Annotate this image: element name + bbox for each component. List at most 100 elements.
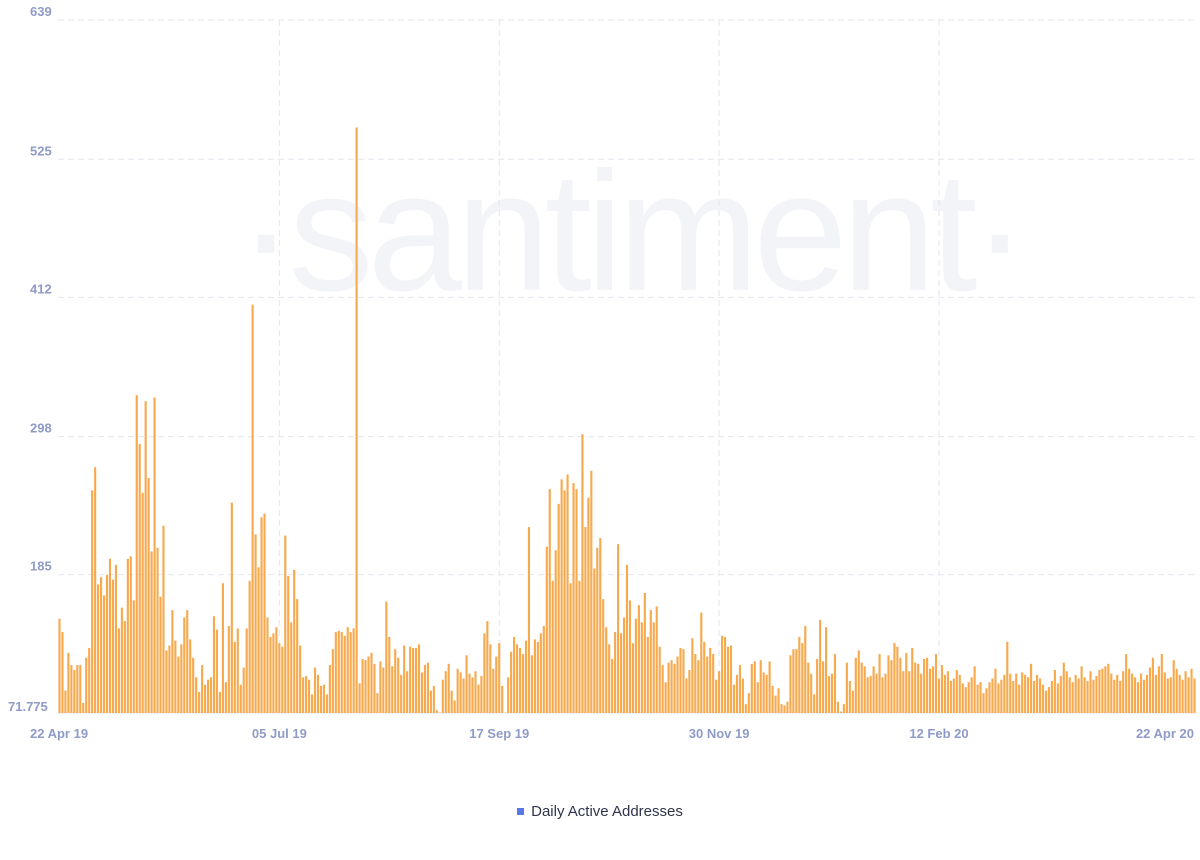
bar[interactable] [958,674,961,713]
bar[interactable] [209,677,213,713]
bar[interactable] [120,607,123,713]
bar[interactable] [777,688,780,713]
bar[interactable] [1136,682,1140,713]
bar[interactable] [822,661,825,713]
bar[interactable] [750,663,753,713]
bar[interactable] [1068,677,1071,713]
bar[interactable] [1015,673,1018,713]
bar[interactable] [221,583,224,713]
bar[interactable] [762,672,765,713]
bar[interactable] [1030,663,1033,713]
bar[interactable] [355,127,358,713]
bar[interactable] [934,654,938,713]
bar[interactable] [1077,678,1080,713]
bar[interactable] [126,558,129,713]
bar[interactable] [795,649,798,713]
bar[interactable] [643,592,646,713]
bar[interactable] [866,677,869,713]
bar[interactable] [450,690,453,713]
bar[interactable] [132,600,135,713]
bar[interactable] [70,665,73,713]
bar[interactable] [1027,677,1030,713]
bar[interactable] [973,666,976,713]
bar[interactable] [1181,679,1184,713]
bar[interactable] [991,678,994,713]
bar[interactable] [723,636,727,713]
bar[interactable] [768,661,771,713]
bar[interactable] [792,649,795,713]
bar[interactable] [233,641,236,713]
bar[interactable] [215,629,219,713]
bar[interactable] [1056,683,1059,713]
bar[interactable] [111,579,115,713]
bar[interactable] [468,673,471,713]
bar[interactable] [1006,641,1009,713]
bar[interactable] [471,677,474,713]
bar[interactable] [64,690,67,713]
bar[interactable] [1050,680,1053,713]
bar[interactable] [848,680,851,713]
bar[interactable] [444,671,447,713]
bar[interactable] [614,632,617,713]
bar[interactable] [385,601,388,713]
bar[interactable] [970,677,973,713]
bar[interactable] [842,704,845,713]
bar[interactable] [718,671,721,713]
bar[interactable] [1086,680,1089,713]
bar[interactable] [123,621,126,713]
bar[interactable] [278,643,281,713]
bar[interactable] [1035,674,1039,713]
bar[interactable] [819,619,822,713]
bar[interactable] [275,627,278,713]
bar[interactable] [325,694,328,713]
bar[interactable] [308,679,311,713]
bar[interactable] [1071,682,1074,713]
bar[interactable] [76,665,79,713]
bar[interactable] [73,669,76,713]
bar[interactable] [397,657,400,713]
bar[interactable] [153,397,156,713]
bar[interactable] [1092,679,1095,713]
bar[interactable] [548,489,551,713]
bar[interactable] [242,667,245,713]
bar[interactable] [943,674,946,713]
bar[interactable] [905,652,908,713]
bar[interactable] [1059,676,1062,713]
bar[interactable] [432,685,435,713]
bar[interactable] [551,580,554,713]
bar[interactable] [1175,668,1178,713]
bar[interactable] [417,644,421,713]
bar[interactable] [1190,668,1193,713]
bar[interactable] [634,618,637,713]
bar[interactable] [961,683,964,713]
bar[interactable] [1128,668,1131,713]
bar[interactable] [732,684,736,713]
bar[interactable] [129,556,132,713]
bar[interactable] [542,625,545,713]
bar[interactable] [1074,674,1077,713]
bar[interactable] [376,693,379,713]
bar[interactable] [706,656,709,713]
bar[interactable] [382,667,385,713]
bar[interactable] [890,660,893,713]
bar[interactable] [524,640,528,713]
bar[interactable] [759,660,762,713]
bar[interactable] [557,503,560,713]
bar[interactable] [1178,674,1181,713]
bar[interactable] [204,684,207,713]
bar[interactable] [1053,669,1056,713]
bar[interactable] [599,538,602,713]
bar[interactable] [456,668,459,713]
bar[interactable] [988,682,991,713]
bar[interactable] [1012,680,1015,713]
bar[interactable] [929,668,932,713]
bar[interactable] [406,671,409,713]
bar[interactable] [248,580,251,713]
bar[interactable] [1095,676,1098,713]
bar[interactable] [726,646,730,713]
bar[interactable] [206,679,210,713]
bar[interactable] [94,467,97,713]
bar[interactable] [186,610,189,713]
bar[interactable] [266,617,269,713]
bar[interactable] [845,662,848,713]
